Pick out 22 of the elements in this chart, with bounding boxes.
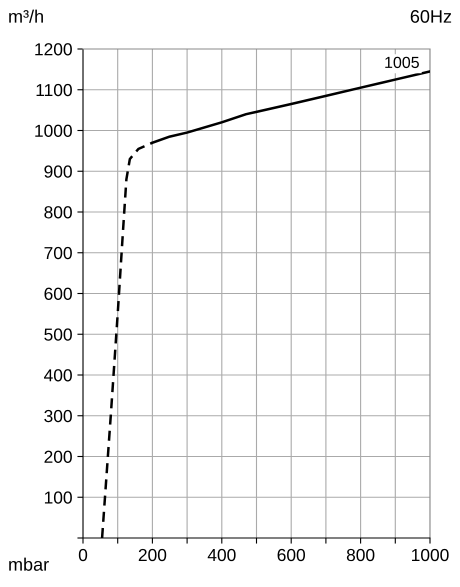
y-axis-title: m³/h bbox=[9, 10, 43, 23]
y-tick-label: 400 bbox=[44, 369, 72, 382]
y-tick-label: 200 bbox=[44, 450, 72, 463]
chart-title: 60Hz bbox=[410, 10, 452, 23]
y-tick-label: 1200 bbox=[35, 43, 72, 56]
x-tick-label: 1000 bbox=[412, 548, 449, 562]
y-tick-label: 500 bbox=[44, 328, 72, 341]
x-tick-label: 600 bbox=[278, 548, 306, 562]
y-tick-label: 600 bbox=[44, 288, 72, 300]
x-axis-title: mbar bbox=[9, 558, 49, 571]
y-tick-label: 300 bbox=[44, 410, 72, 422]
x-tick-label: 400 bbox=[208, 548, 236, 562]
y-tick-label: 100 bbox=[44, 491, 72, 504]
x-tick-label: 800 bbox=[346, 548, 374, 562]
y-tick-label: 1100 bbox=[36, 84, 72, 96]
x-tick-label: 200 bbox=[138, 548, 166, 562]
y-tick-label: 800 bbox=[44, 206, 72, 218]
y-tick-label: 1000 bbox=[35, 124, 72, 137]
y-tick-label: 900 bbox=[44, 165, 72, 178]
x-tick-label: 0 bbox=[78, 548, 88, 562]
annotation: 1005 bbox=[385, 56, 419, 68]
y-tick-label: 700 bbox=[44, 246, 72, 260]
